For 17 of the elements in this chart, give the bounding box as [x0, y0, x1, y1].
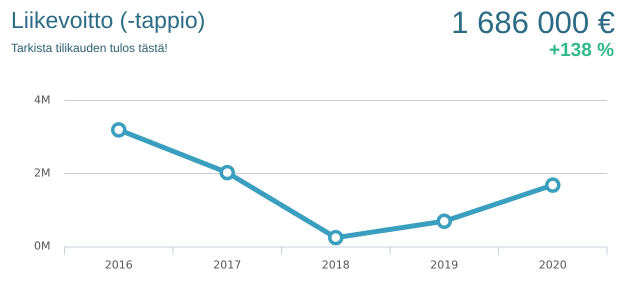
x-tick-label: 2020 — [538, 258, 567, 272]
y-tick-label: 0M — [34, 240, 50, 253]
y-tick-label: 2M — [34, 166, 50, 180]
y-tick-label: 4M — [34, 93, 50, 106]
chart-title: Liikevoitto (-tappio) — [11, 7, 206, 34]
point — [219, 164, 235, 180]
chart-subtitle: Tarkista tilikauden tulos tästä! — [11, 41, 168, 55]
point — [328, 230, 344, 246]
x-tick-label: 2019 — [430, 258, 458, 272]
x-tick-label: 2017 — [213, 258, 242, 272]
text: +138 % — [549, 40, 614, 62]
point — [436, 213, 452, 229]
x-tick-label: 2016 — [104, 258, 133, 272]
point — [545, 177, 560, 193]
point — [110, 122, 126, 138]
text: 1 686 000 € — [451, 5, 615, 41]
x-tick-label: 2018 — [322, 258, 350, 272]
